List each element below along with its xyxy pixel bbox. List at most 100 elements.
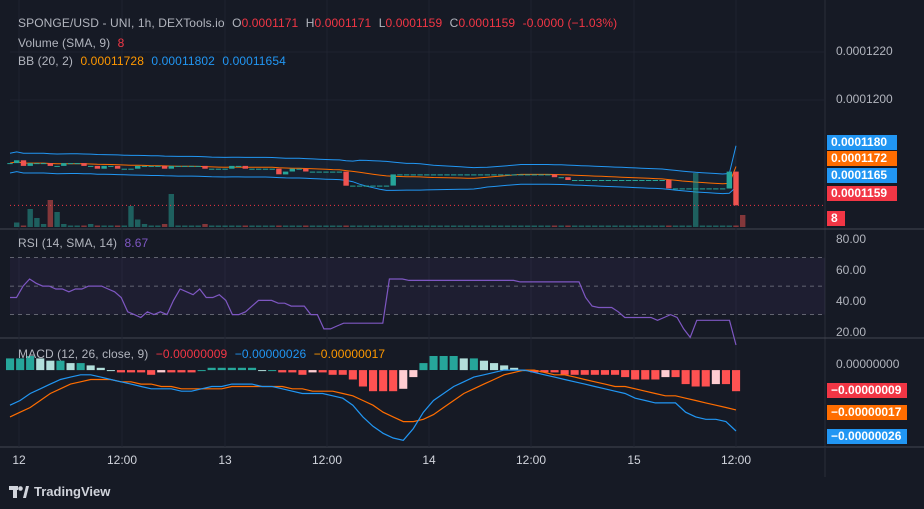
rsi-tick: 20.00 — [836, 325, 867, 339]
close-label: C — [449, 16, 459, 30]
candle — [451, 174, 457, 176]
macd-hist-bar — [157, 370, 166, 373]
volume-bar — [437, 225, 443, 227]
macd-hist-bar — [167, 370, 176, 373]
candle — [195, 165, 201, 167]
bb-lower-badge: 0.0001165 — [827, 168, 897, 183]
candle — [40, 163, 47, 165]
volume-bar — [693, 173, 699, 227]
candle — [625, 180, 632, 181]
macd-hist-bar — [500, 365, 509, 371]
candle — [168, 165, 174, 169]
candle — [477, 174, 484, 176]
volume-bar — [410, 225, 416, 227]
volume-bar — [464, 225, 470, 227]
candle — [148, 165, 154, 167]
tradingview-brand[interactable]: TradingView — [9, 484, 110, 499]
candle — [471, 174, 477, 176]
volume-bar — [645, 225, 652, 227]
candle — [161, 165, 168, 169]
volume-bar — [430, 225, 437, 227]
time-tick: 12 — [12, 453, 26, 467]
macd-hist-bar — [570, 370, 579, 375]
macd-hist-bar — [288, 370, 297, 373]
candle — [652, 180, 658, 181]
macd-hist-bar — [358, 370, 367, 387]
macd-hist-bar — [560, 370, 569, 375]
macd-hist-bar — [207, 367, 216, 371]
volume-bar — [498, 225, 504, 227]
macd-hist-bar — [701, 370, 710, 387]
volume-bar — [182, 225, 188, 227]
volume-bar — [54, 212, 60, 227]
time-tick: 12:00 — [311, 453, 343, 467]
macd-hist-bar — [86, 365, 95, 371]
candle — [605, 180, 611, 181]
volume-bar — [572, 225, 578, 227]
macd-hist-bar — [479, 360, 488, 371]
candle — [235, 165, 242, 167]
bb-upper-value: 0.00011802 — [151, 54, 215, 68]
candle — [639, 180, 645, 181]
candle — [370, 185, 376, 187]
candle — [632, 180, 638, 181]
candle — [444, 174, 450, 176]
volume-bar — [598, 225, 605, 227]
volume-bar — [74, 225, 80, 227]
macd-legend[interactable]: MACD (12, 26, close, 9) −0.00000009 −0.0… — [18, 347, 389, 361]
macd-hist-bar — [389, 370, 398, 392]
volume-bar — [632, 225, 638, 227]
macd-hist-bar — [732, 370, 741, 392]
macd-hist-bar — [379, 370, 388, 392]
volume-bar — [296, 225, 302, 227]
macd-signal-line — [9, 369, 737, 423]
candle — [303, 168, 309, 172]
candle — [222, 168, 228, 170]
volume-bar — [652, 225, 658, 227]
macd-hist-bar — [106, 370, 115, 372]
candle — [491, 174, 497, 176]
volume-bar — [726, 225, 732, 227]
volume-bar — [659, 225, 665, 227]
volume-bar — [471, 225, 477, 227]
volume-bar — [551, 225, 558, 227]
close-value: 0.0001159 — [458, 16, 516, 30]
open-value: 0.0001171 — [241, 16, 299, 30]
volume-bar — [330, 225, 336, 227]
candle — [733, 171, 739, 206]
volume-bar — [457, 225, 464, 227]
volume-bar — [222, 225, 228, 227]
time-tick: 12:00 — [106, 453, 138, 467]
volume-bar — [20, 225, 27, 227]
volume-bar — [269, 225, 275, 227]
volume-bar — [511, 225, 517, 227]
macd-hist-bar — [550, 370, 559, 373]
volume-bar — [289, 225, 295, 227]
bb-legend[interactable]: BB (20, 2) 0.00011728 0.00011802 0.00011… — [18, 54, 290, 68]
macd-hist-bar — [66, 363, 75, 371]
candle — [282, 171, 289, 175]
rsi-legend[interactable]: RSI (14, SMA, 14) 8.67 — [18, 236, 152, 250]
volume-bar — [719, 225, 726, 227]
volume-bar — [47, 200, 53, 227]
volume-bar — [578, 225, 585, 227]
macd-hist-bar — [429, 356, 438, 370]
volume-bar — [161, 224, 168, 227]
tradingview-logo-icon — [9, 485, 29, 498]
macd-hist-bar — [459, 358, 468, 371]
macd-hist-bar — [580, 370, 589, 375]
volume-legend[interactable]: Volume (SMA, 9) 8 — [18, 36, 128, 50]
candle — [88, 165, 94, 167]
candle — [61, 163, 67, 166]
volume-bar — [672, 225, 679, 227]
candle — [545, 174, 551, 176]
candle — [101, 165, 107, 169]
candle — [27, 163, 33, 166]
candle — [424, 174, 430, 176]
macd-hist-bar — [318, 370, 327, 373]
brand-name: TradingView — [34, 484, 111, 499]
macd-hist-bar — [177, 370, 186, 373]
volume-bar — [61, 224, 67, 227]
high-value: 0.0001171 — [314, 16, 372, 30]
